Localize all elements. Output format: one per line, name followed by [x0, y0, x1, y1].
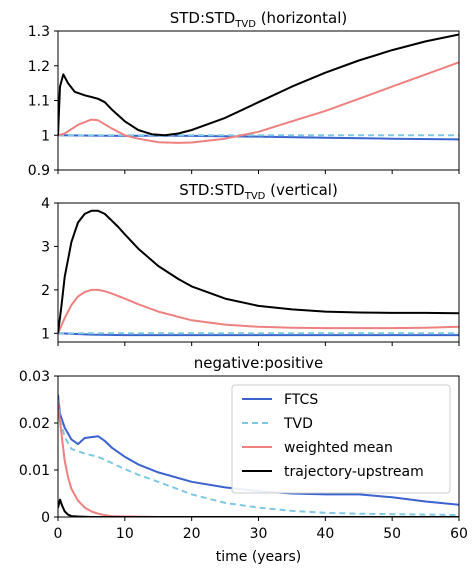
- x-tick-label: 40: [316, 526, 334, 542]
- title-tail: (horizontal): [256, 9, 347, 27]
- plot-frame: [57, 375, 460, 518]
- series-line-weighted-mean: [58, 61, 459, 144]
- x-tick-label: 0: [54, 526, 63, 542]
- title-subscript: TVD: [244, 191, 266, 202]
- y-tick-label: 1.1: [28, 94, 50, 110]
- y-tick-label: 1.2: [28, 59, 50, 75]
- series-line-TVD: [58, 399, 459, 517]
- x-tick-label: 30: [250, 526, 268, 542]
- plot-frame: [57, 202, 460, 343]
- series-line-trajectory-upstream: [58, 33, 459, 137]
- y-tick-label: 1: [41, 326, 50, 342]
- title-main: STD:STD: [170, 9, 236, 27]
- series-group: [58, 209, 459, 337]
- series-line-trajectory-upstream: [58, 209, 459, 334]
- y-tick-label: 0.9: [28, 163, 50, 179]
- plot-frame: [57, 30, 460, 171]
- series-group: [58, 33, 459, 144]
- y-tick-label: 2: [41, 283, 50, 299]
- y-tick-label: 3: [41, 239, 50, 255]
- x-axis-label: time (years): [216, 549, 302, 565]
- legend-entry: weighted mean: [284, 440, 393, 456]
- series-line-weighted-mean: [58, 288, 459, 334]
- legend-entry: trajectory-upstream: [284, 464, 424, 480]
- title-tail: (vertical): [265, 181, 337, 199]
- legend-entry: TVD: [283, 416, 313, 432]
- panel-title: negative:positive: [194, 354, 324, 372]
- x-tick-label: 60: [450, 526, 468, 542]
- panel-title: STD:STDTVD (vertical): [179, 181, 338, 202]
- panel-vertical: STD:STDTVD (vertical) 1 2 3 4: [41, 181, 460, 346]
- y-tick-label: 0.01: [19, 463, 50, 479]
- y-tick-label: 0.03: [19, 369, 50, 385]
- y-tick-label: 0.02: [19, 416, 50, 432]
- panel-horizontal: STD:STDTVD (horizontal) 0.9 1 1.1 1.2 1.3: [28, 9, 460, 179]
- series-line-FTCS: [58, 394, 459, 506]
- x-tick-label: 20: [183, 526, 201, 542]
- legend-entry: FTCS: [284, 392, 318, 408]
- y-tick-label: 1.3: [28, 24, 50, 40]
- title-subscript: TVD: [234, 19, 256, 30]
- series-line-FTCS: [58, 332, 459, 337]
- panel-title: STD:STDTVD (horizontal): [170, 9, 347, 30]
- y-tick-label: 4: [41, 196, 50, 212]
- legend-box: [231, 384, 451, 494]
- title-main: STD:STD: [179, 181, 245, 199]
- legend: FTCS TVD weighted mean trajectory-upstream: [231, 384, 451, 494]
- x-tick-label: 50: [383, 526, 401, 542]
- y-tick-label: 0: [41, 510, 50, 526]
- x-tick-label: 10: [116, 526, 134, 542]
- panel-negative: negative:positive 0 0.01 0.02 0.03 0 10 20 30 40 5…: [19, 354, 468, 565]
- y-tick-label: 1: [41, 128, 50, 144]
- series-line-trajectory-upstream: [58, 498, 459, 517]
